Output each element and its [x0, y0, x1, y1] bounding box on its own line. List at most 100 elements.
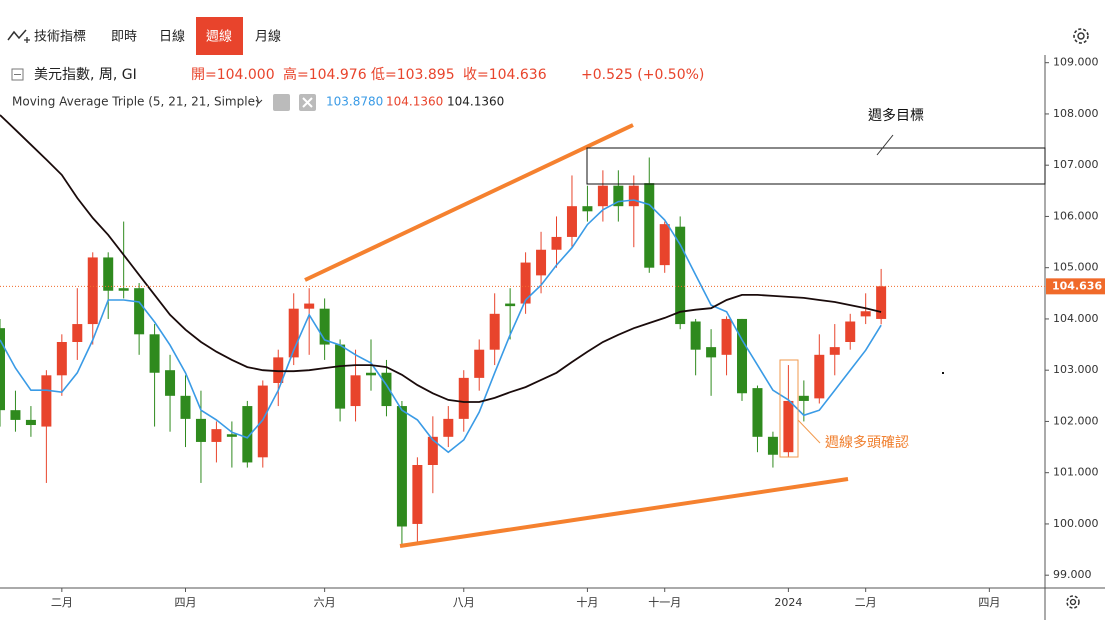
candle-body	[72, 324, 83, 342]
candle-body	[659, 224, 670, 266]
confirm-pointer	[797, 419, 821, 444]
candle-body	[180, 395, 191, 419]
candle-body	[118, 288, 129, 291]
x-tick-label: 二月	[51, 596, 73, 609]
ma-value: 103.8780	[326, 95, 383, 109]
indicator-settings[interactable]	[273, 94, 290, 111]
candle-body	[860, 311, 871, 317]
candle-body	[520, 262, 531, 304]
candle-body	[597, 185, 608, 207]
ohlc-high: 高=104.976	[283, 66, 367, 83]
lower-trendline[interactable]	[399, 477, 849, 548]
candle-body	[87, 257, 98, 325]
ohlc-open: 開=104.000	[191, 67, 275, 83]
drawings: 週多目標 週線多頭確認	[304, 108, 1046, 548]
moving-average	[0, 114, 882, 403]
indicators-button[interactable]: 技術指標	[34, 30, 86, 45]
y-tick-label: 103.000	[1053, 363, 1099, 376]
x-tick-label: 四月	[978, 596, 1000, 609]
plot-area	[0, 114, 887, 545]
tab[interactable]: 月線	[255, 29, 281, 45]
confirm-box[interactable]	[779, 359, 799, 458]
candle-body	[103, 257, 114, 291]
candle-body	[149, 334, 160, 373]
candle-body	[551, 236, 562, 250]
candle-body	[0, 328, 5, 411]
candle-body	[165, 370, 176, 396]
x-tick-label: 四月	[175, 596, 197, 609]
indicator-plus	[24, 37, 30, 43]
target-box[interactable]	[586, 147, 1046, 185]
candle-body	[56, 342, 67, 376]
y-tick-label: 108.000	[1053, 107, 1099, 120]
candle-body	[273, 357, 284, 383]
candle-body	[845, 321, 856, 342]
candle-body	[767, 436, 778, 455]
candle-body	[829, 347, 840, 355]
candle-body	[366, 372, 377, 376]
time-settings-icon[interactable]	[1066, 595, 1080, 609]
ohlc-close: 收=104.636	[463, 67, 547, 83]
x-tick-label: 2024	[774, 596, 802, 609]
candle-body	[195, 418, 206, 442]
ma-value: 104.1360	[386, 95, 443, 109]
candle-body	[458, 377, 469, 419]
last-price-tag	[1046, 278, 1105, 295]
ohlc-change: +0.525 (+0.50%)	[581, 67, 704, 83]
y-tick-label: 105.000	[1053, 261, 1099, 274]
candle-body	[226, 434, 237, 437]
candle-body	[350, 375, 361, 407]
x-tick-label: 二月	[855, 596, 877, 609]
candle-body	[489, 313, 500, 350]
ohlc-low: 低=103.895	[371, 67, 455, 83]
candle-body	[783, 400, 794, 453]
collapse-icon[interactable]	[11, 68, 24, 81]
candle-body	[505, 303, 516, 307]
toolbar: 技術指標 即時 日線 週線 月線	[7, 17, 1089, 55]
candle-body	[536, 249, 547, 276]
symbol: 美元指數, 周, GI	[34, 67, 137, 83]
candle-body	[134, 288, 145, 335]
indicator-name: Moving Average Triple (5, 21, 21, Simple…	[12, 95, 260, 109]
confirm-label: 週線多頭確認	[825, 435, 909, 451]
target-pointer	[876, 134, 894, 156]
active-tab-bg	[196, 17, 243, 55]
candle-body	[412, 465, 423, 524]
indicator-menu[interactable]	[255, 99, 263, 104]
y-tick-label: 106.000	[1053, 209, 1099, 222]
candle-body	[876, 286, 887, 319]
candle-body	[613, 185, 624, 207]
candle-body	[752, 388, 763, 437]
candle-body	[644, 183, 655, 268]
legend: 美元指數, 周, GI 開=104.000 高=104.976 低=103.89…	[11, 66, 704, 111]
target-label: 週多目標	[868, 108, 924, 124]
candle-body	[211, 429, 222, 442]
tab[interactable]: 即時	[111, 30, 137, 45]
indicator-remove-x	[302, 97, 313, 108]
candle-body	[396, 406, 407, 527]
candle-body	[10, 410, 21, 420]
candle-body	[814, 354, 825, 399]
candle-body	[721, 318, 732, 355]
candle-body	[706, 347, 717, 358]
candle-body	[304, 303, 315, 309]
dot	[942, 372, 944, 374]
candle-body	[427, 436, 438, 465]
indicator-icon[interactable]	[7, 29, 27, 41]
y-tick-label: 101.000	[1053, 466, 1099, 479]
y-tick-label: 104.000	[1053, 312, 1099, 325]
y-tick-label: 100.000	[1053, 517, 1099, 530]
candle-body	[257, 385, 268, 458]
candle-body	[628, 185, 639, 207]
tab[interactable]: 日線	[159, 29, 185, 45]
ma-value: 104.1360	[447, 95, 504, 109]
y-tick-label: 102.000	[1053, 414, 1099, 427]
tab-active[interactable]: 週線	[206, 29, 232, 45]
last-price-label: 104.636	[1052, 279, 1102, 292]
candle-body	[242, 406, 253, 463]
settings-icon[interactable]	[1073, 28, 1089, 44]
candle-body	[798, 395, 809, 401]
candle-body	[319, 308, 330, 345]
upper-trendline[interactable]	[304, 123, 634, 282]
